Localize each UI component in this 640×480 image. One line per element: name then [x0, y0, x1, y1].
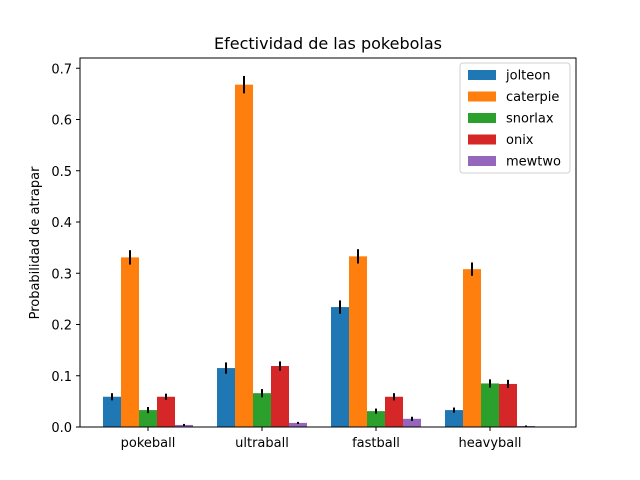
y-tick-label: 0.6 — [51, 114, 72, 129]
legend-label-snorlax: snorlax — [506, 112, 554, 127]
x-tick-label: pokeball — [121, 436, 176, 451]
bar-jolteon-ultraball — [217, 368, 235, 427]
x-tick-label: fastball — [352, 436, 400, 451]
bar-caterpie-pokeball — [121, 257, 139, 427]
bar-caterpie-ultraball — [235, 84, 253, 428]
errorbars-layer — [111, 75, 527, 427]
legend-swatch-onix — [468, 134, 496, 145]
legend: jolteon caterpie snorlax onix mewtwo — [459, 62, 571, 174]
y-tick-label: 0.0 — [51, 421, 72, 436]
bar-snorlax-pokeball — [139, 410, 157, 427]
bar-jolteon-pokeball — [103, 396, 121, 427]
y-axis-ticks: 0.0 0.1 0.2 0.3 0.4 0.5 0.6 0.7 — [51, 62, 80, 436]
bar-caterpie-fastball — [349, 256, 367, 427]
bars-layer — [103, 84, 535, 428]
bar-onix-pokeball — [157, 396, 175, 427]
bar-snorlax-ultraball — [253, 393, 271, 427]
legend-label-caterpie: caterpie — [506, 90, 559, 105]
bar-mewtwo-fastball — [403, 418, 421, 427]
y-tick-label: 0.3 — [51, 267, 72, 282]
bar-mewtwo-ultraball — [289, 422, 307, 427]
legend-label-jolteon: jolteon — [505, 69, 550, 84]
bar-snorlax-fastball — [367, 411, 385, 427]
bar-caterpie-heavyball — [463, 269, 481, 427]
legend-swatch-mewtwo — [468, 156, 496, 166]
x-tick-label: ultraball — [235, 436, 289, 451]
legend-label-onix: onix — [506, 133, 534, 148]
y-tick-label: 0.4 — [51, 216, 72, 231]
y-axis-label: Probabilidad de atrapar — [28, 166, 43, 320]
legend-swatch-caterpie — [468, 91, 496, 102]
plot-frame — [79, 57, 577, 428]
bar-onix-heavyball — [499, 383, 517, 427]
x-axis-ticks: pokeball ultraball fastball heavyball — [121, 427, 522, 451]
bar-jolteon-heavyball — [445, 410, 463, 427]
y-tick-label: 0.7 — [51, 62, 72, 77]
bar-snorlax-heavyball — [481, 383, 499, 427]
x-tick-label: heavyball — [458, 436, 521, 451]
chart-title: Efectividad de las pokebolas — [214, 34, 442, 53]
legend-swatch-snorlax — [468, 113, 496, 123]
legend-box — [459, 62, 571, 174]
y-tick-label: 0.1 — [51, 370, 72, 385]
bar-jolteon-fastball — [331, 307, 349, 427]
bar-onix-fastball — [385, 396, 403, 427]
y-tick-label: 0.2 — [51, 319, 72, 334]
legend-swatch-jolteon — [468, 70, 496, 80]
bar-onix-ultraball — [271, 366, 289, 427]
y-tick-label: 0.5 — [51, 165, 72, 180]
legend-label-mewtwo: mewtwo — [506, 155, 561, 170]
